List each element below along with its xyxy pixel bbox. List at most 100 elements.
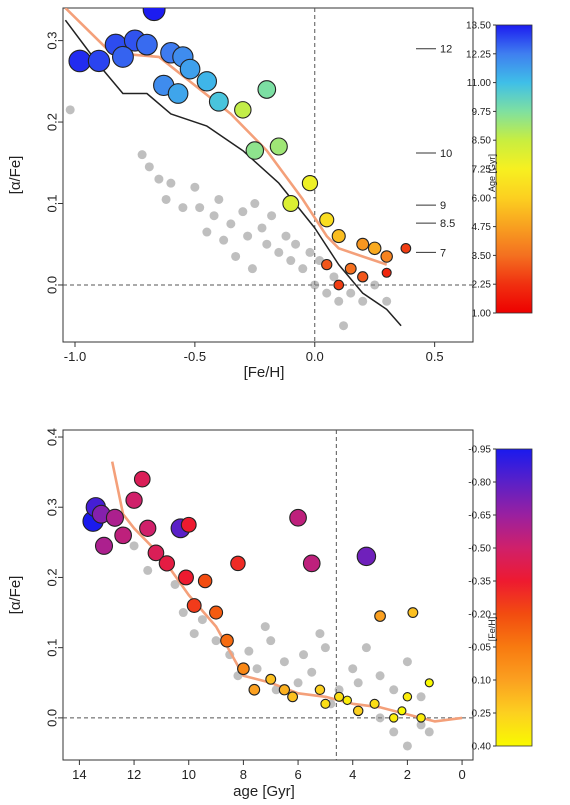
y-tick-label: 0.3 bbox=[44, 498, 59, 516]
x-tick-label: 8 bbox=[240, 767, 247, 782]
data-point bbox=[321, 258, 333, 271]
chart-panel-2: 14 12 10 8 6 4 2 0 0.0 0.1 0.2 0.3 0.4 age [Gyr] [α/Fe… bbox=[7, 428, 533, 800]
gray-point bbox=[334, 685, 344, 695]
data-point bbox=[333, 279, 345, 291]
isochrone-label: 12 bbox=[440, 44, 452, 56]
y-tick-label: 0.2 bbox=[44, 113, 59, 131]
gray-point bbox=[271, 685, 281, 695]
isochrone-label: 9 bbox=[440, 200, 446, 212]
data-point bbox=[357, 271, 369, 283]
data-point bbox=[301, 174, 319, 192]
x-axis-label: [Fe/H] bbox=[244, 364, 285, 381]
colorbar-title: Age [Gyr] bbox=[487, 154, 497, 192]
y-tick-label: 0.2 bbox=[44, 568, 59, 586]
data-point bbox=[220, 633, 234, 648]
colorbar-tick-label: 9.75 bbox=[472, 107, 492, 118]
data-point bbox=[68, 49, 92, 73]
gray-point bbox=[361, 643, 371, 653]
data-point bbox=[180, 516, 197, 533]
data-point bbox=[289, 508, 307, 527]
gray-point bbox=[307, 667, 317, 677]
gray-point bbox=[279, 657, 289, 667]
x-tick-label: -1.0 bbox=[64, 349, 86, 364]
chart-panel-1: -1.0 -0.5 0.0 0.5 0.0 0.1 0.2 0.3 [Fe/H] [α/Fe] 12… bbox=[7, 7, 533, 381]
gray-point bbox=[129, 541, 139, 551]
gray-point bbox=[358, 296, 368, 306]
colorbar-tick-label: 2.25 bbox=[472, 280, 492, 291]
x-tick-label: -0.5 bbox=[184, 349, 206, 364]
x-tick-label: 0 bbox=[458, 767, 465, 782]
data-point bbox=[319, 212, 335, 228]
y-tick-label: 0.0 bbox=[44, 276, 59, 294]
data-point bbox=[142, 8, 166, 22]
data-point bbox=[287, 691, 299, 703]
data-point bbox=[380, 250, 393, 263]
x-tick-label: 2 bbox=[404, 767, 411, 782]
data-point bbox=[230, 555, 246, 572]
isochrone-label: 10 bbox=[440, 148, 452, 160]
colorbar-tick-label: 7.25 bbox=[472, 165, 492, 176]
y-axis-label: [α/Fe] bbox=[7, 156, 24, 195]
x-tick-label: 6 bbox=[294, 767, 301, 782]
colorbar-tick-label: -0.20 bbox=[468, 610, 491, 621]
data-layer bbox=[82, 461, 463, 751]
plot-frame bbox=[62, 7, 474, 343]
y-tick-label: 0.4 bbox=[44, 428, 59, 446]
data-point bbox=[282, 195, 300, 212]
data-point bbox=[356, 237, 370, 251]
data-point bbox=[356, 546, 377, 567]
gray-point bbox=[339, 321, 349, 331]
colorbar-tick-label: 0.25 bbox=[472, 709, 492, 720]
data-point bbox=[136, 33, 158, 56]
gray-point bbox=[244, 646, 254, 656]
gray-point bbox=[274, 247, 284, 257]
gray-point bbox=[65, 105, 75, 115]
data-point bbox=[105, 508, 124, 527]
gray-point bbox=[266, 636, 276, 646]
data-point bbox=[400, 242, 412, 254]
gray-point bbox=[299, 650, 309, 660]
gray-point bbox=[416, 720, 426, 730]
data-point bbox=[178, 569, 194, 586]
data-point bbox=[397, 706, 407, 716]
gray-point bbox=[137, 150, 147, 160]
curve-2 bbox=[64, 19, 402, 327]
data-point bbox=[331, 229, 346, 244]
gray-point bbox=[389, 685, 399, 695]
data-point bbox=[302, 554, 321, 573]
data-point bbox=[114, 526, 132, 545]
gray-point bbox=[178, 608, 188, 618]
data-point bbox=[352, 705, 364, 717]
data-point bbox=[125, 491, 143, 509]
data-point bbox=[388, 713, 399, 723]
data-point bbox=[234, 101, 252, 119]
gray-point bbox=[257, 223, 267, 233]
gray-point bbox=[262, 239, 272, 249]
x-tick-label: 0.5 bbox=[426, 349, 444, 364]
gray-point bbox=[320, 643, 330, 653]
data-point bbox=[186, 598, 202, 613]
gray-point bbox=[238, 207, 248, 217]
data-point bbox=[334, 691, 345, 702]
data-point bbox=[196, 71, 218, 92]
data-point bbox=[402, 692, 413, 702]
data-point bbox=[87, 49, 111, 73]
colorbar bbox=[495, 24, 533, 314]
gray-point bbox=[315, 629, 325, 639]
data-point bbox=[374, 610, 386, 622]
colorbar-tick-label: 3.50 bbox=[472, 251, 492, 262]
data-point bbox=[381, 267, 392, 278]
gray-point bbox=[286, 256, 296, 266]
gray-point bbox=[322, 288, 332, 298]
gray-point bbox=[267, 211, 277, 221]
gray-point bbox=[375, 671, 385, 681]
colorbar-tick-label: 0.40 bbox=[472, 742, 492, 753]
gray-point bbox=[424, 727, 434, 737]
gray-point bbox=[353, 678, 363, 688]
gray-point bbox=[310, 280, 320, 290]
colorbar-tick-label: 8.50 bbox=[472, 136, 492, 147]
gray-point bbox=[346, 288, 356, 298]
gray-point bbox=[252, 664, 262, 674]
plot-frame bbox=[62, 429, 474, 761]
